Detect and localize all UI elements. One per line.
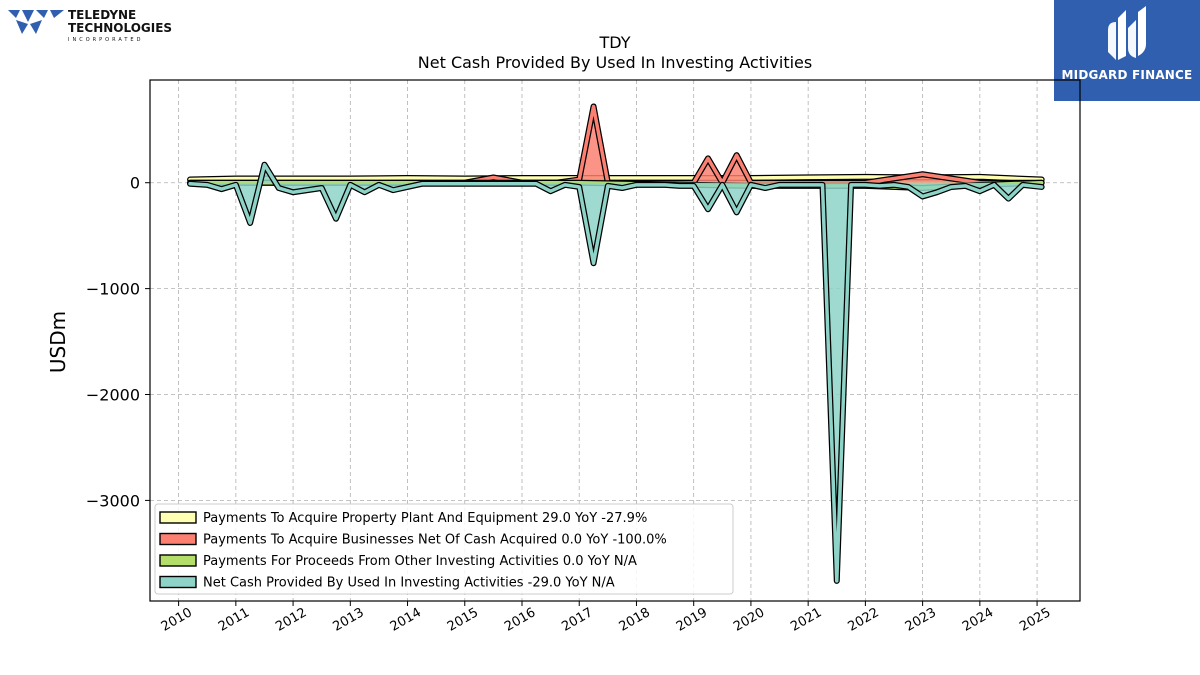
x-tick-label: 2016 [502, 605, 538, 635]
legend-entry-label: Payments To Acquire Property Plant And E… [203, 511, 647, 526]
x-tick-label: 2012 [273, 605, 309, 635]
y-tick-label: −3000 [86, 491, 140, 510]
legend-entry-label: Net Cash Provided By Used In Investing A… [203, 576, 615, 591]
series-line [188, 162, 1044, 583]
legend-swatch [159, 554, 197, 567]
legend-swatch [159, 511, 197, 524]
y-axis-label: USDm [46, 311, 70, 373]
chart-title: TDY [599, 33, 631, 52]
legend-entry-label: Payments For Proceeds From Other Investi… [203, 554, 637, 569]
series-area [190, 164, 1042, 581]
series-line-outline [187, 103, 1045, 186]
x-tick-label: 2014 [388, 605, 424, 635]
company-logo: TELEDYNE TECHNOLOGIES INCORPORATED [6, 4, 176, 46]
teledyne-logo-icon: TELEDYNE TECHNOLOGIES INCORPORATED [8, 8, 172, 43]
logo-line-3: INCORPORATED [68, 37, 143, 43]
x-tick-label: 2010 [159, 605, 195, 635]
chart-subtitle: Net Cash Provided By Used In Investing A… [418, 53, 812, 72]
x-tick-label: 2011 [216, 605, 252, 635]
x-tick-label: 2024 [960, 605, 996, 635]
legend: Payments To Acquire Property Plant And E… [154, 503, 734, 595]
plot-frame [149, 79, 1081, 602]
legend-box [154, 503, 734, 595]
legend-swatch [159, 575, 197, 589]
series-group [187, 103, 1045, 584]
x-tick-label: 2018 [617, 605, 653, 635]
brand-badge: MIDGARD FINANCE [1054, 0, 1200, 101]
logo-line-1: TELEDYNE [68, 8, 136, 22]
x-tick-label: 2017 [559, 605, 595, 635]
y-tick-label: 0 [130, 174, 140, 193]
x-tick-label: 2020 [731, 605, 767, 635]
y-tick-label: −1000 [86, 280, 140, 299]
midgard-logo-icon [1108, 6, 1146, 60]
x-tick-label: 2021 [788, 605, 824, 635]
x-tick-label: 2015 [445, 605, 481, 635]
x-tick-label: 2019 [674, 605, 710, 635]
legend-swatch [159, 532, 197, 546]
x-tick-label: 2013 [330, 605, 366, 635]
x-tick-label: 2022 [846, 605, 882, 635]
series-area [190, 106, 1042, 183]
legend-entry-label: Payments To Acquire Businesses Net Of Ca… [203, 533, 667, 548]
series-line [188, 104, 1044, 185]
y-tick-label: −2000 [86, 386, 140, 405]
x-tick-label: 2023 [903, 605, 939, 635]
logo-line-2: TECHNOLOGIES [68, 21, 172, 35]
x-tick-label: 2025 [1017, 605, 1053, 635]
brand-name: MIDGARD FINANCE [1061, 68, 1193, 82]
